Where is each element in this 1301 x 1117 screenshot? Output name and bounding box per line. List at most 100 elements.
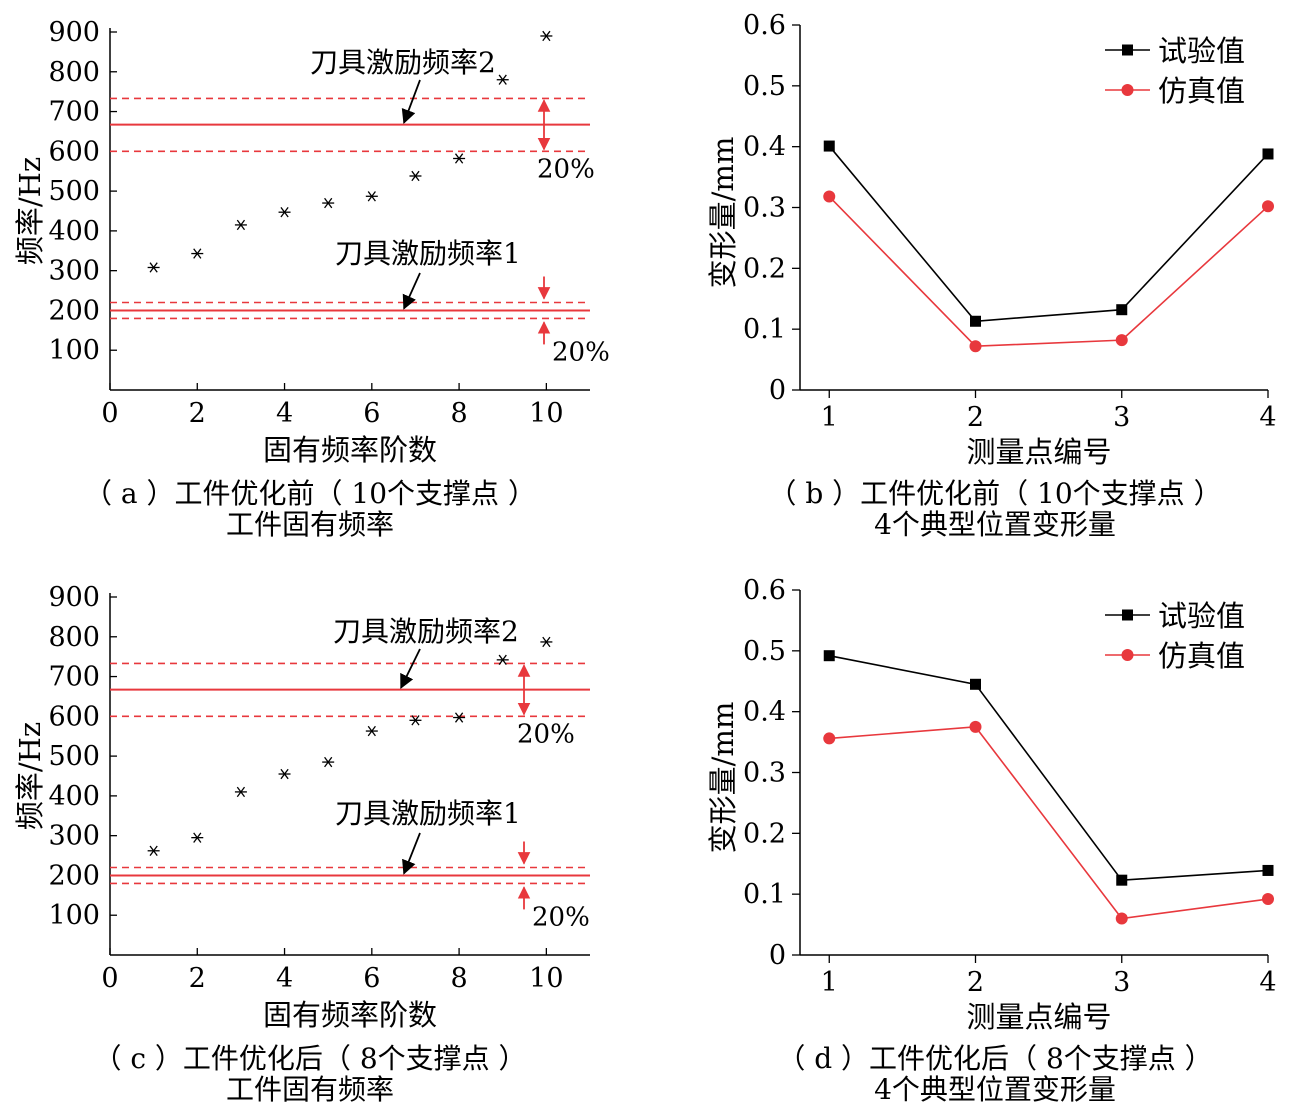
caption-d: （ d ）工件优化后（ 8个支撑点 ） 4个典型位置变形量 xyxy=(715,1043,1275,1105)
label-arrow xyxy=(401,79,421,125)
data-point-circle xyxy=(969,340,982,353)
y-tick-label: 0.1 xyxy=(743,314,786,345)
x-axis-title: 固有频率阶数 xyxy=(263,433,437,467)
x-tick-label: 10 xyxy=(529,963,563,994)
band-percent-label: 20% xyxy=(537,154,595,184)
data-point-asterisk xyxy=(191,832,204,843)
caption-c-line1: （ c ）工件优化后（ 8个支撑点 ） xyxy=(93,1042,527,1075)
legend-marker-square xyxy=(1122,44,1133,56)
y-tick-label: 100 xyxy=(48,900,100,931)
y-tick-label: 500 xyxy=(48,176,100,207)
y-tick-label: 100 xyxy=(48,335,100,366)
y-tick-label: 0.1 xyxy=(743,879,786,910)
y-tick-label: 0.4 xyxy=(743,697,786,728)
data-point-asterisk xyxy=(278,207,291,218)
caption-b: （ b ）工件优化前（ 10个支撑点 ） 4个典型位置变形量 xyxy=(715,478,1275,540)
y-tick-label: 0 xyxy=(769,940,786,971)
x-tick-label: 4 xyxy=(1259,967,1276,998)
data-point-asterisk xyxy=(540,30,553,42)
label-arrow xyxy=(400,648,421,689)
caption-a-line1: （ a ）工件优化前（ 10个支撑点 ） xyxy=(84,477,536,510)
y-tick-label: 0.4 xyxy=(743,132,786,163)
chart-a-natural-frequency-before: 100 200 300 400 500 600 700 800 900 0 2 4 6 8 10 固有频率阶数… xyxy=(13,17,610,467)
y-tick-label: 0 xyxy=(769,375,786,406)
data-point-square xyxy=(823,140,835,152)
y-tick-label: 0.2 xyxy=(743,818,786,849)
label-arrow xyxy=(402,272,421,310)
x-axis-title: 测量点编号 xyxy=(966,1000,1111,1034)
data-point-square xyxy=(970,315,981,327)
label-arrow xyxy=(402,832,421,875)
caption-c-line2: 工件固有频率 xyxy=(225,1073,394,1106)
y-tick-label: 0.2 xyxy=(743,253,786,284)
y-tick-label: 0.5 xyxy=(743,71,786,102)
excitation-label-1: 刀具激励频率1 xyxy=(335,237,521,270)
y-axis-title: 变形量/mm xyxy=(706,137,740,289)
x-tick-label: 1 xyxy=(821,402,838,433)
x-tick-label: 1 xyxy=(821,967,838,998)
y-tick-label: 900 xyxy=(48,582,100,613)
caption-d-line1: （ d ）工件优化后（ 8个支撑点 ） xyxy=(777,1042,1213,1075)
x-tick-label: 3 xyxy=(1113,402,1130,433)
data-point-square xyxy=(823,650,835,662)
y-tick-label: 0.3 xyxy=(743,193,786,224)
x-tick-label: 2 xyxy=(967,402,984,433)
x-tick-label: 2 xyxy=(189,398,206,429)
y-tick-label: 200 xyxy=(48,295,100,326)
y-tick-label: 600 xyxy=(48,136,100,167)
data-point-asterisk xyxy=(496,654,509,666)
y-axis-title: 变形量/mm xyxy=(706,702,740,854)
data-point-asterisk xyxy=(234,219,247,231)
data-point-asterisk xyxy=(278,768,291,780)
data-point-circle xyxy=(1115,912,1128,925)
data-point-asterisk xyxy=(191,248,204,259)
data-point-asterisk xyxy=(234,786,247,798)
data-point-asterisk xyxy=(540,636,553,648)
y-tick-label: 200 xyxy=(48,860,100,891)
data-point-circle xyxy=(823,190,836,203)
x-tick-label: 4 xyxy=(1259,402,1276,433)
data-point-asterisk xyxy=(322,197,335,209)
y-tick-label: 800 xyxy=(48,57,100,88)
data-point-square xyxy=(1116,874,1128,886)
caption-b-line1: （ b ）工件优化前（ 10个支撑点 ） xyxy=(768,477,1222,510)
data-point-square xyxy=(1116,304,1128,316)
x-axis-title: 测量点编号 xyxy=(966,435,1111,469)
excitation-label-2: 刀具激励频率2 xyxy=(333,615,519,648)
data-point-asterisk xyxy=(409,170,422,182)
y-tick-label: 300 xyxy=(48,821,100,852)
caption-c: （ c ）工件优化后（ 8个支撑点 ） 工件固有频率 xyxy=(30,1043,590,1105)
legend-marker-circle xyxy=(1121,649,1134,661)
y-tick-label: 0.3 xyxy=(743,758,786,789)
band-percent-label: 20% xyxy=(552,337,610,367)
data-point-asterisk xyxy=(409,715,422,726)
x-tick-label: 6 xyxy=(363,398,380,429)
x-tick-label: 4 xyxy=(276,398,293,429)
legend-label: 试验值 xyxy=(1158,34,1245,68)
data-point-circle xyxy=(823,732,836,745)
y-tick-label: 500 xyxy=(48,741,100,772)
x-tick-label: 0 xyxy=(101,398,118,429)
y-tick-label: 700 xyxy=(48,662,100,693)
series-line xyxy=(828,145,1269,323)
series-line xyxy=(829,654,1269,882)
data-point-asterisk xyxy=(453,153,466,164)
data-point-asterisk xyxy=(365,191,378,202)
x-tick-label: 8 xyxy=(450,398,467,429)
caption-b-line2: 4个典型位置变形量 xyxy=(874,508,1116,541)
x-tick-label: 2 xyxy=(967,967,984,998)
y-tick-label: 800 xyxy=(48,622,100,653)
y-tick-label: 0.6 xyxy=(743,10,786,41)
data-point-asterisk xyxy=(365,725,378,737)
x-tick-label: 2 xyxy=(189,963,206,994)
y-tick-label: 900 xyxy=(48,17,100,48)
y-tick-label: 0.6 xyxy=(743,575,786,606)
x-tick-label: 8 xyxy=(450,963,467,994)
y-tick-label: 300 xyxy=(48,256,100,287)
data-point-asterisk xyxy=(147,845,160,856)
legend-marker-square xyxy=(1122,609,1133,621)
legend-label: 仿真值 xyxy=(1158,639,1245,673)
data-point-square xyxy=(1262,864,1274,876)
